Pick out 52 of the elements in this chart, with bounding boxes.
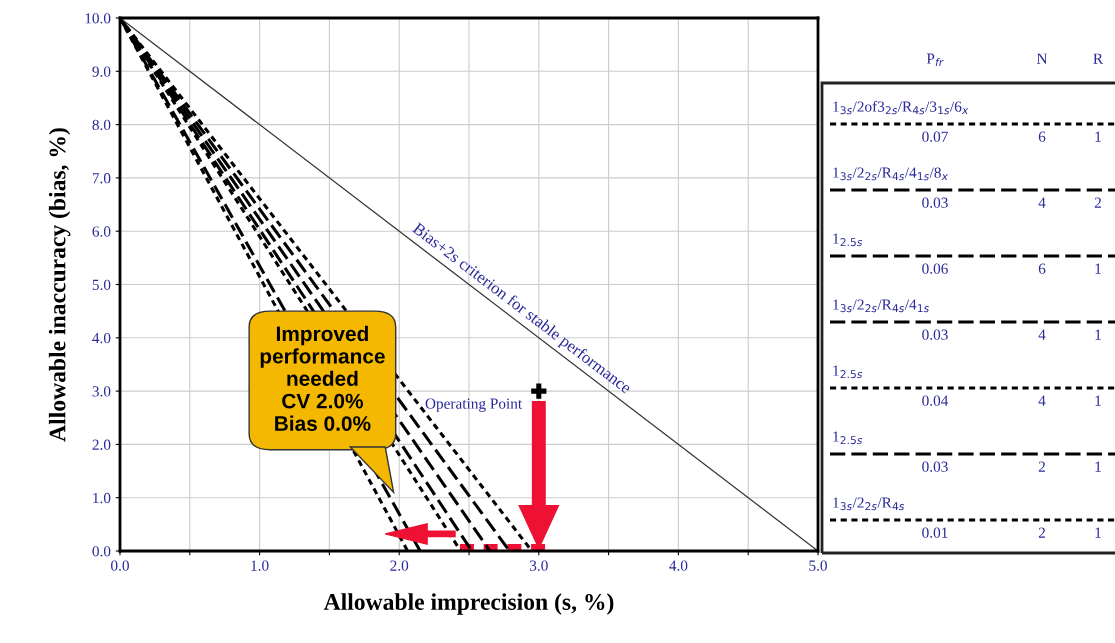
text: 6 [1038, 131, 1046, 142]
y-axis-title: Allowable inaccuracy (bias, %) [48, 128, 71, 442]
text: 4 [1038, 395, 1046, 406]
x-tick-label: 2.0 [390, 560, 409, 571]
y-tick-label: 9.0 [92, 66, 111, 77]
text: N [1036, 53, 1048, 64]
y-tick-label: 1.0 [93, 492, 111, 504]
text: 2 [1038, 461, 1045, 472]
y-tick-label: 10.0 [85, 13, 111, 24]
x-tick-label: 3.0 [529, 560, 548, 571]
text: 1$_{3s}$/2of3$_{2s}$/R$_{4s}$/3$_{1s}$/6$_{x}$ [833, 100, 969, 115]
y-tick-label: 5.0 [92, 279, 111, 291]
text: 2 [1038, 527, 1045, 538]
text: 4 [1038, 329, 1046, 340]
text: 0.03 [922, 461, 948, 472]
text: 1$_{3s}$/2$_{2s}$/R$_{4s}$ [833, 497, 905, 511]
text: 1$_{2.5s}$ [833, 431, 863, 445]
text: 4 [1038, 197, 1046, 208]
text: 2 [1094, 197, 1101, 208]
text: R [1093, 53, 1104, 64]
y-tick-label: 4.0 [92, 332, 111, 344]
text: 0.06 [922, 263, 948, 274]
y-tick-label: 0.0 [92, 546, 111, 557]
text: 1 [1095, 263, 1101, 274]
text: 1 [1095, 395, 1101, 406]
text: 0.03 [922, 197, 948, 208]
text: 0.04 [922, 395, 949, 406]
y-tick-label: 3.0 [92, 386, 111, 397]
x-tick-label: 5.0 [809, 560, 827, 571]
text: 1$_{3s}$/2$_{2s}$/R$_{4s}$/4$_{1s}$/8$_{x}$ [833, 167, 949, 181]
text: 1$_{2.5s}$ [833, 365, 863, 379]
text: 1 [1095, 131, 1101, 142]
x-tick-label: 4.0 [669, 560, 688, 571]
y-tick-label: 8.0 [92, 119, 111, 131]
text: P$_{fr}$ [926, 53, 944, 67]
text: 1 [1095, 527, 1101, 538]
x-tick-label: 0.0 [111, 560, 129, 571]
y-tick-label: 6.0 [92, 226, 111, 237]
text: 1 [1095, 329, 1101, 340]
annotation: Improved performance needed CV 2.0% Bias 0.0% [260, 325, 385, 431]
text: 1 [1095, 461, 1101, 472]
text: 6 [1038, 263, 1046, 274]
y-tick-label: 2.0 [92, 439, 111, 450]
y-tick-label: 7.0 [92, 173, 111, 184]
annotation: Operating Point [425, 398, 523, 412]
text: 1$_{3s}$/2$_{2s}$/R$_{4s}$/4$_{1s}$ [833, 299, 929, 313]
x-axis-title: Allowable imprecision (s, %) [323, 593, 614, 615]
x-tick-label: 1.0 [251, 560, 269, 571]
text: 1$_{2.5s}$ [833, 233, 863, 247]
text: 0.01 [922, 527, 948, 538]
text: 0.07 [922, 131, 948, 142]
text: 0.03 [922, 329, 948, 340]
